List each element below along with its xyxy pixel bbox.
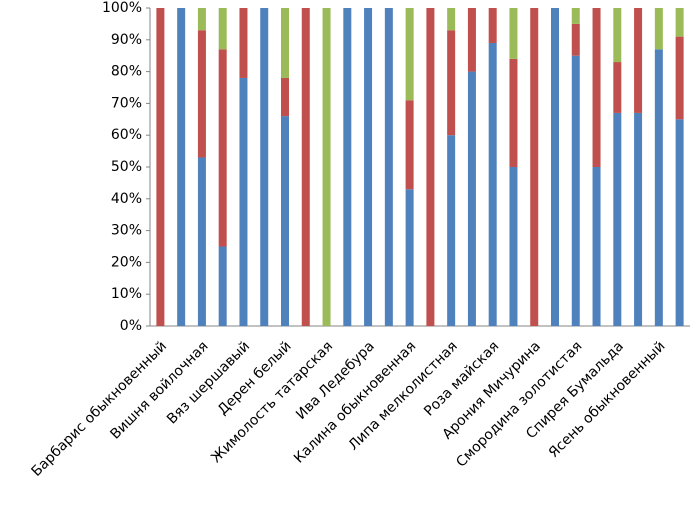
bar-segment (571, 55, 580, 326)
y-tick-label: 40% (111, 191, 142, 207)
bar-segment (634, 8, 643, 113)
bar-segment (530, 8, 539, 326)
bar-segment (322, 8, 331, 326)
y-tick-label: 80% (111, 64, 142, 80)
bar-segment (343, 8, 352, 326)
bar-segment (654, 49, 663, 327)
bar-segment (654, 8, 663, 50)
bar-segment (509, 58, 518, 167)
y-tick-label: 30% (111, 223, 142, 239)
bar-segment (405, 100, 414, 190)
bar-segment (218, 8, 227, 50)
bar-segment (467, 71, 476, 326)
bar-segment (197, 157, 206, 326)
y-tick-label: 60% (111, 127, 142, 143)
bar-segment (447, 8, 456, 31)
bar-segment (613, 112, 622, 326)
bar-segment (509, 8, 518, 59)
bar-segment (239, 77, 248, 327)
bar-segment (260, 8, 269, 326)
bar-segment (281, 8, 289, 78)
bar-segment (281, 77, 289, 117)
bar-segment (239, 8, 248, 78)
bar-segment (571, 8, 580, 24)
bar-segment (218, 246, 227, 326)
y-tick-label: 90% (111, 32, 142, 48)
bar-segment (447, 135, 456, 326)
bar-segment (592, 8, 601, 167)
y-tick-label: 10% (111, 286, 142, 302)
bar-segment (197, 30, 206, 158)
bar-segment (675, 119, 684, 326)
y-tick-label: 0% (120, 318, 142, 334)
bar-segment (488, 8, 497, 43)
bar-segment (488, 42, 497, 326)
bar-segment (571, 23, 580, 56)
bar-segment (301, 8, 310, 326)
y-tick-label: 20% (111, 254, 142, 270)
bar-segment (364, 8, 373, 326)
bar-segment (405, 189, 414, 326)
y-tick-label: 50% (111, 159, 142, 175)
x-tick-label: Роза майская (421, 338, 502, 419)
bar-segment (592, 167, 601, 326)
bar-segment (634, 112, 643, 326)
bar-segment (177, 8, 186, 326)
bar-segment (384, 8, 393, 326)
bar-segment (613, 8, 622, 63)
bar-segment (675, 36, 684, 120)
bar-segment (467, 8, 476, 72)
bar-segment (197, 8, 206, 31)
x-tick-label: Дерен белый (215, 338, 295, 418)
bar-segment (405, 8, 414, 101)
bar-segment (218, 49, 227, 247)
y-tick-label: 70% (111, 95, 142, 111)
bar-segment (551, 8, 559, 326)
bar-segment (613, 62, 622, 113)
bar-segment (281, 116, 289, 327)
bar-segment (156, 8, 165, 326)
bar-segment (426, 8, 435, 326)
bar-segment (675, 8, 684, 37)
bar-segment (447, 30, 456, 136)
y-tick-label: 100% (102, 0, 142, 16)
bar-segment (509, 167, 518, 326)
